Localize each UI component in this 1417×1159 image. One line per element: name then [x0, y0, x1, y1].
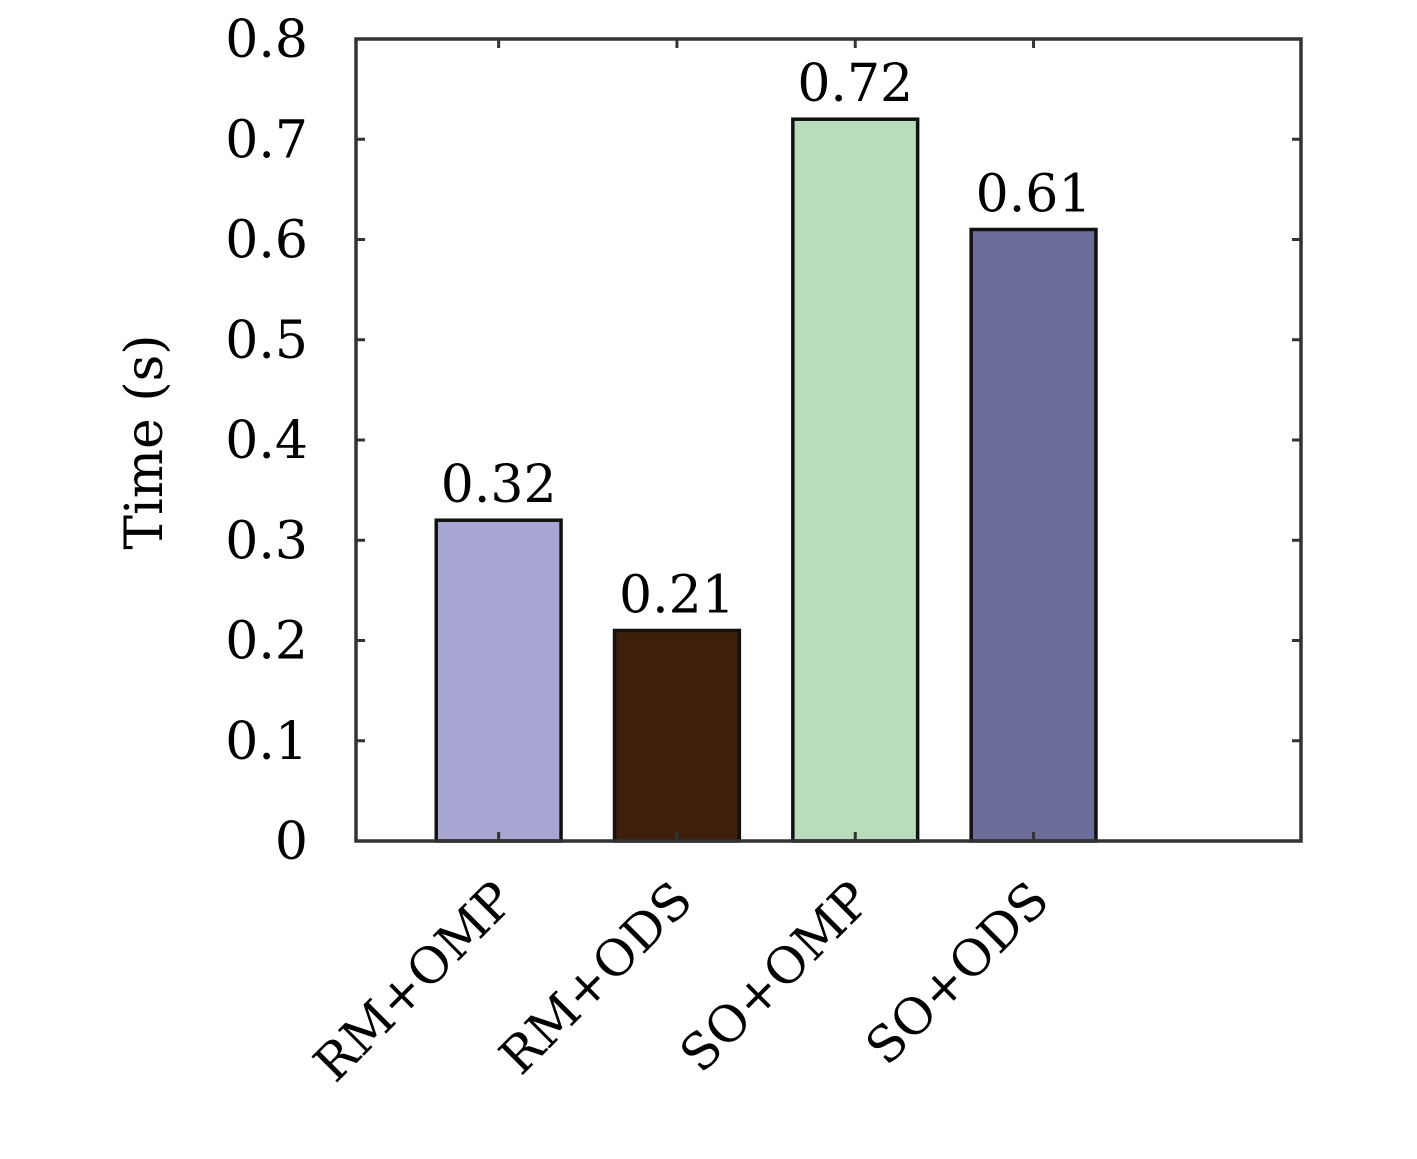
value-label: 0.72 — [797, 54, 913, 114]
x-tick-label: RM+ODS — [488, 870, 703, 1085]
bar-rm-ods — [612, 628, 742, 843]
bar-rm-omp — [434, 518, 563, 843]
y-tick-label: 0.3 — [225, 511, 308, 571]
value-label: 0.61 — [976, 164, 1092, 224]
y-tick-label: 0.2 — [225, 612, 308, 672]
x-tick-label: SO+ODS — [855, 870, 1060, 1075]
value-labels: 0.32 0.21 0.72 0.61 — [441, 54, 1092, 625]
value-label: 0.32 — [441, 455, 557, 515]
y-tick-label: 0.6 — [225, 211, 308, 271]
y-tick-label: 0.5 — [225, 311, 308, 371]
y-tick-label: 0.1 — [225, 712, 308, 772]
y-tick-label: 0.4 — [225, 411, 308, 471]
y-tick-label: 0.7 — [225, 110, 308, 170]
bar-so-omp — [791, 117, 920, 843]
y-tick-label: 0.8 — [225, 10, 308, 70]
x-tick-label: RM+OMP — [303, 870, 525, 1092]
bars-layer — [434, 117, 1098, 843]
y-axis-ticks: 0 0.1 0.2 0.3 0.4 0.5 0.6 0.7 0.8 — [225, 10, 1301, 872]
value-label: 0.21 — [619, 565, 735, 625]
y-tick-label: 0 — [275, 812, 308, 872]
bar-so-ods — [969, 227, 1098, 843]
x-tick-label: SO+OMP — [669, 870, 882, 1083]
y-axis-title: Time (s) — [115, 334, 175, 549]
